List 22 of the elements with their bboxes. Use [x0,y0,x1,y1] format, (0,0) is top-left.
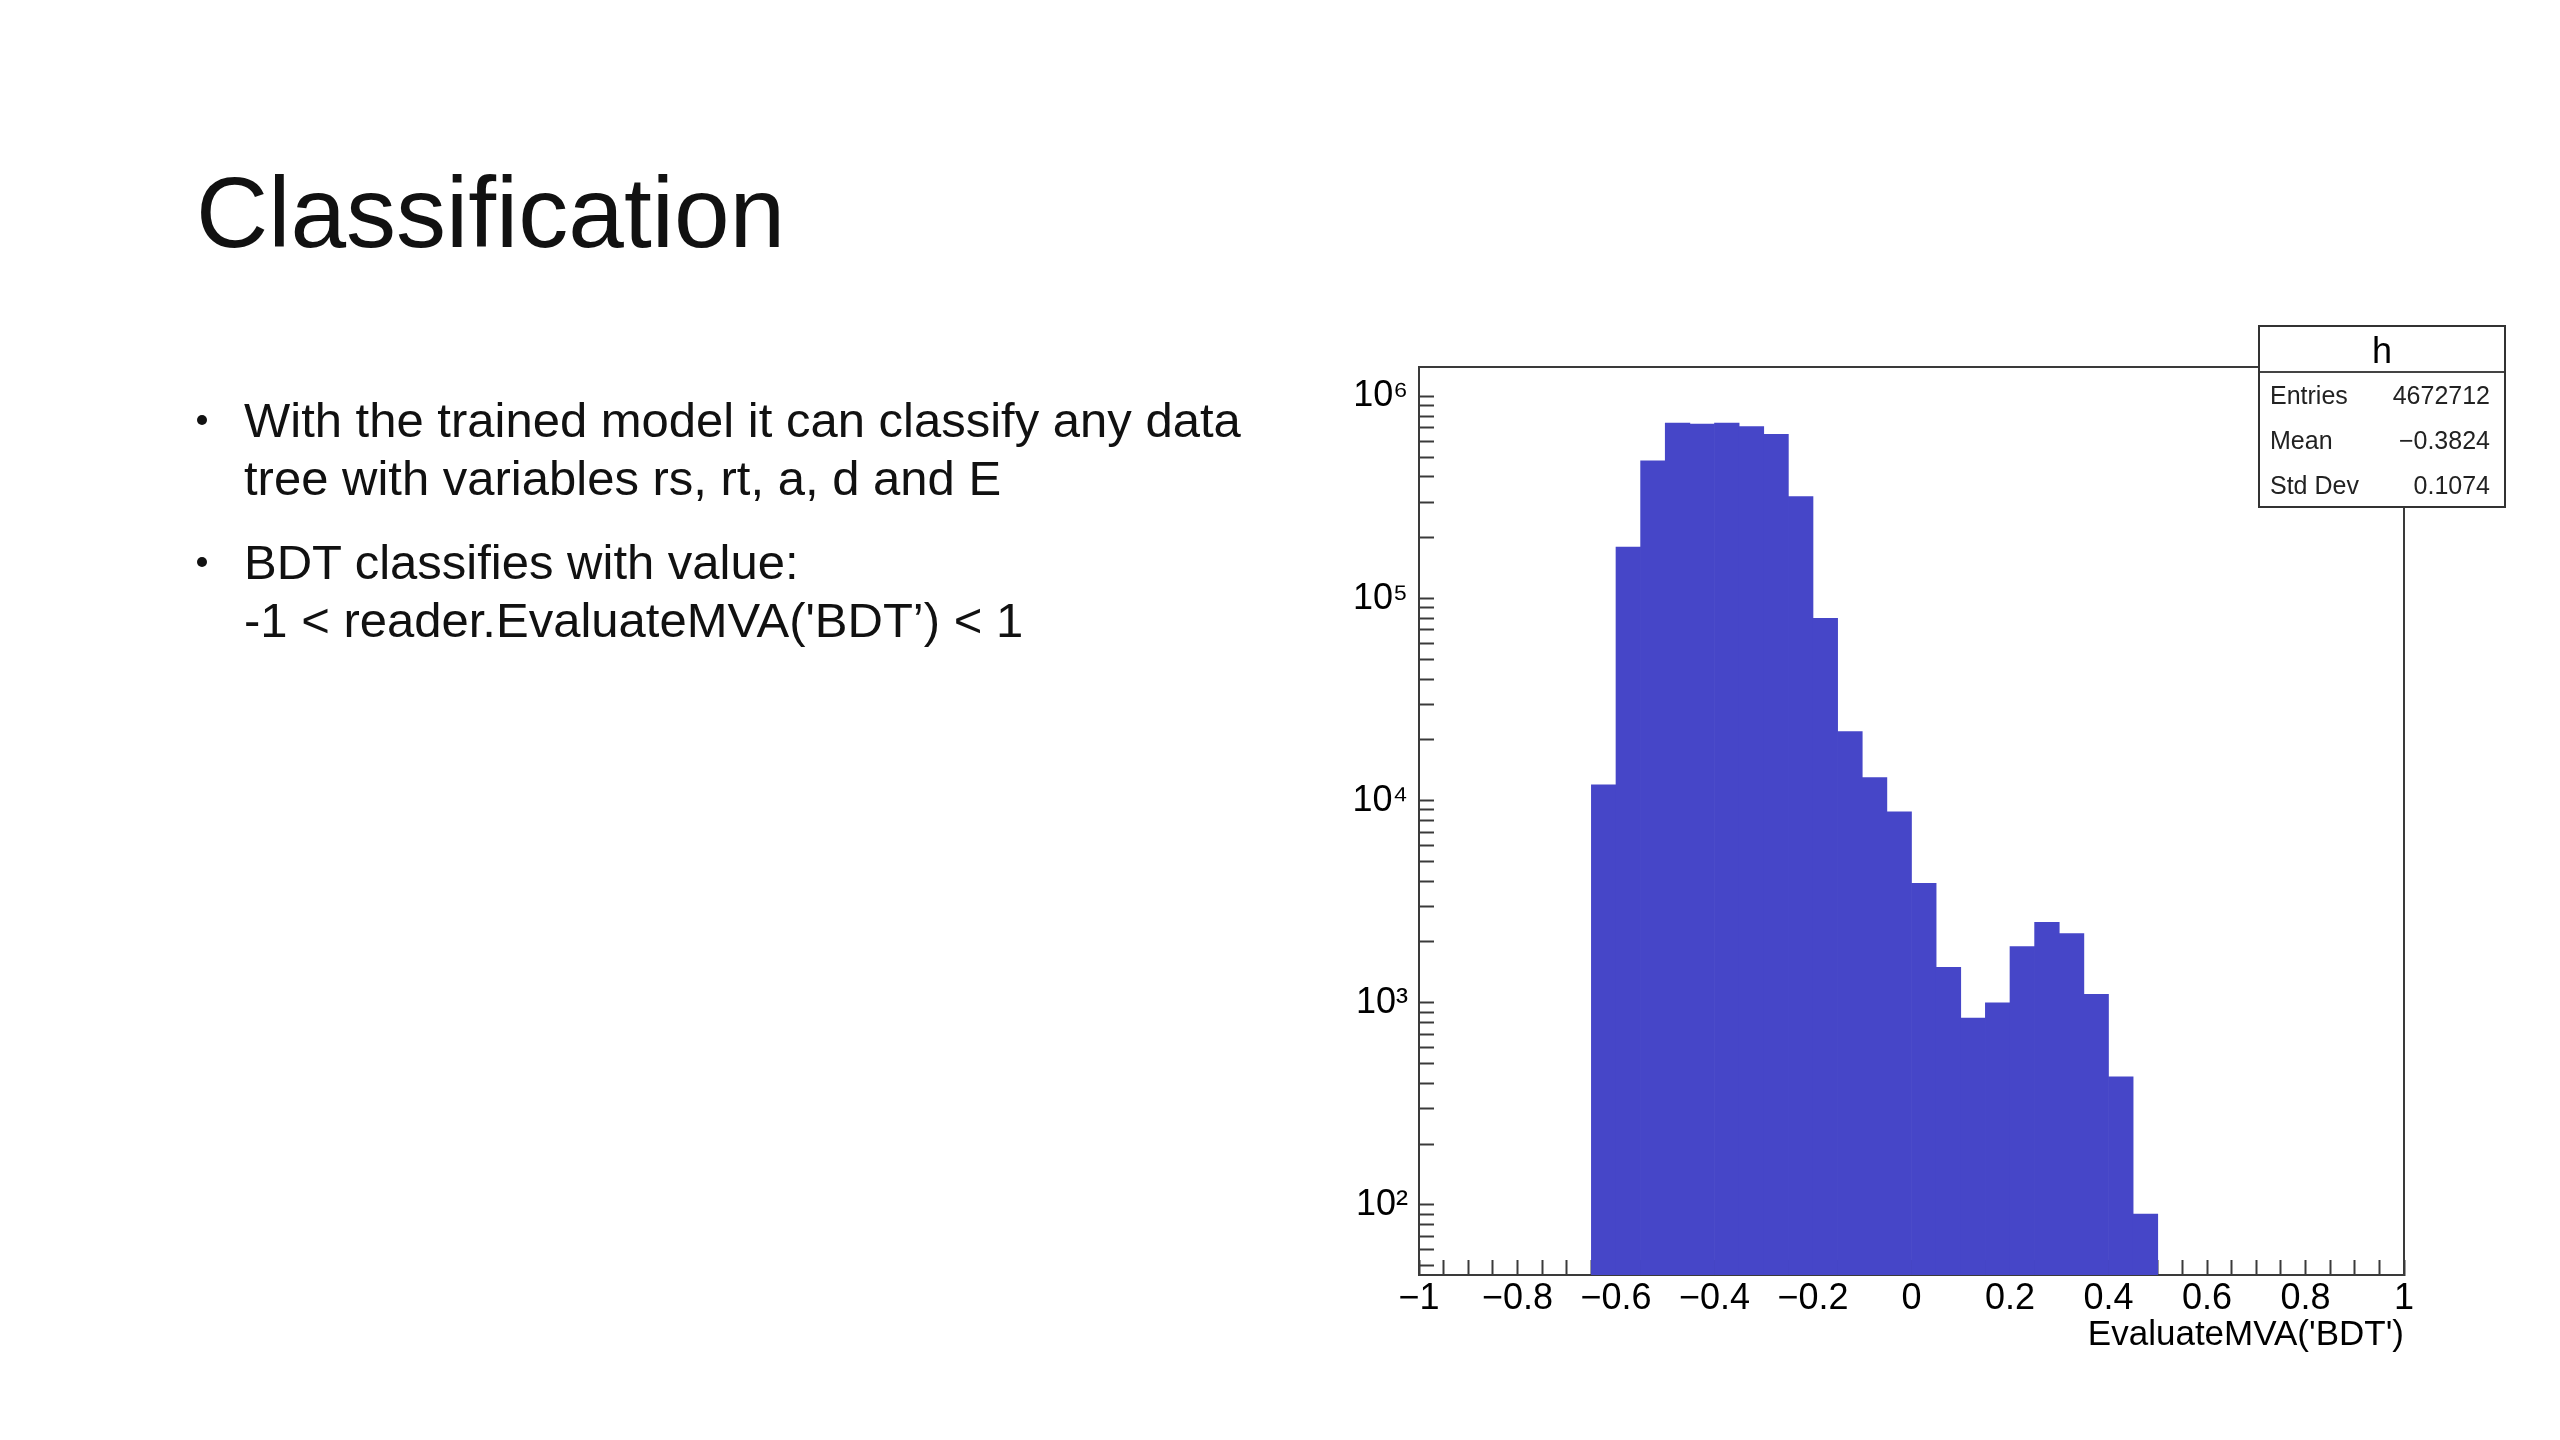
annotation: Std Dev [2270,470,2359,501]
y-tick-label: 10⁶ [1353,373,1408,415]
text: With the trained model it can classify any data tree with variables rs, rt, a, d and E [244,392,1242,507]
y-tick-label: 10³ [1355,979,1409,1021]
x-tick-label: 0 [1901,1275,1922,1317]
y-tick-label: 10⁴ [1352,777,1408,819]
x-tick-label: 0.2 [1984,1275,2036,1317]
annotation: Entries [2270,380,2348,411]
y-tick-label: 10² [1355,1181,1409,1223]
annotation: h [2260,327,2504,373]
text: BDT classifies with value: -1 < reader.EvaluateMVA('BDT’) < 1 [244,534,1025,649]
y-tick-label: 10⁵ [1353,575,1408,617]
x-tick-label: −1 [1398,1275,1440,1317]
annotation: Mean [2270,425,2333,456]
x-tick-label: −0.8 [1481,1275,1554,1317]
annotation: −0.3824 [2398,425,2490,456]
text: Classification [196,156,786,268]
x-tick-label: −0.6 [1580,1275,1652,1317]
x-tick-label: −0.4 [1678,1275,1751,1317]
x-tick-label: −0.2 [1777,1275,1849,1317]
text: 0.1074 [2413,471,2490,499]
annotation: 4672712 [2392,380,2490,411]
